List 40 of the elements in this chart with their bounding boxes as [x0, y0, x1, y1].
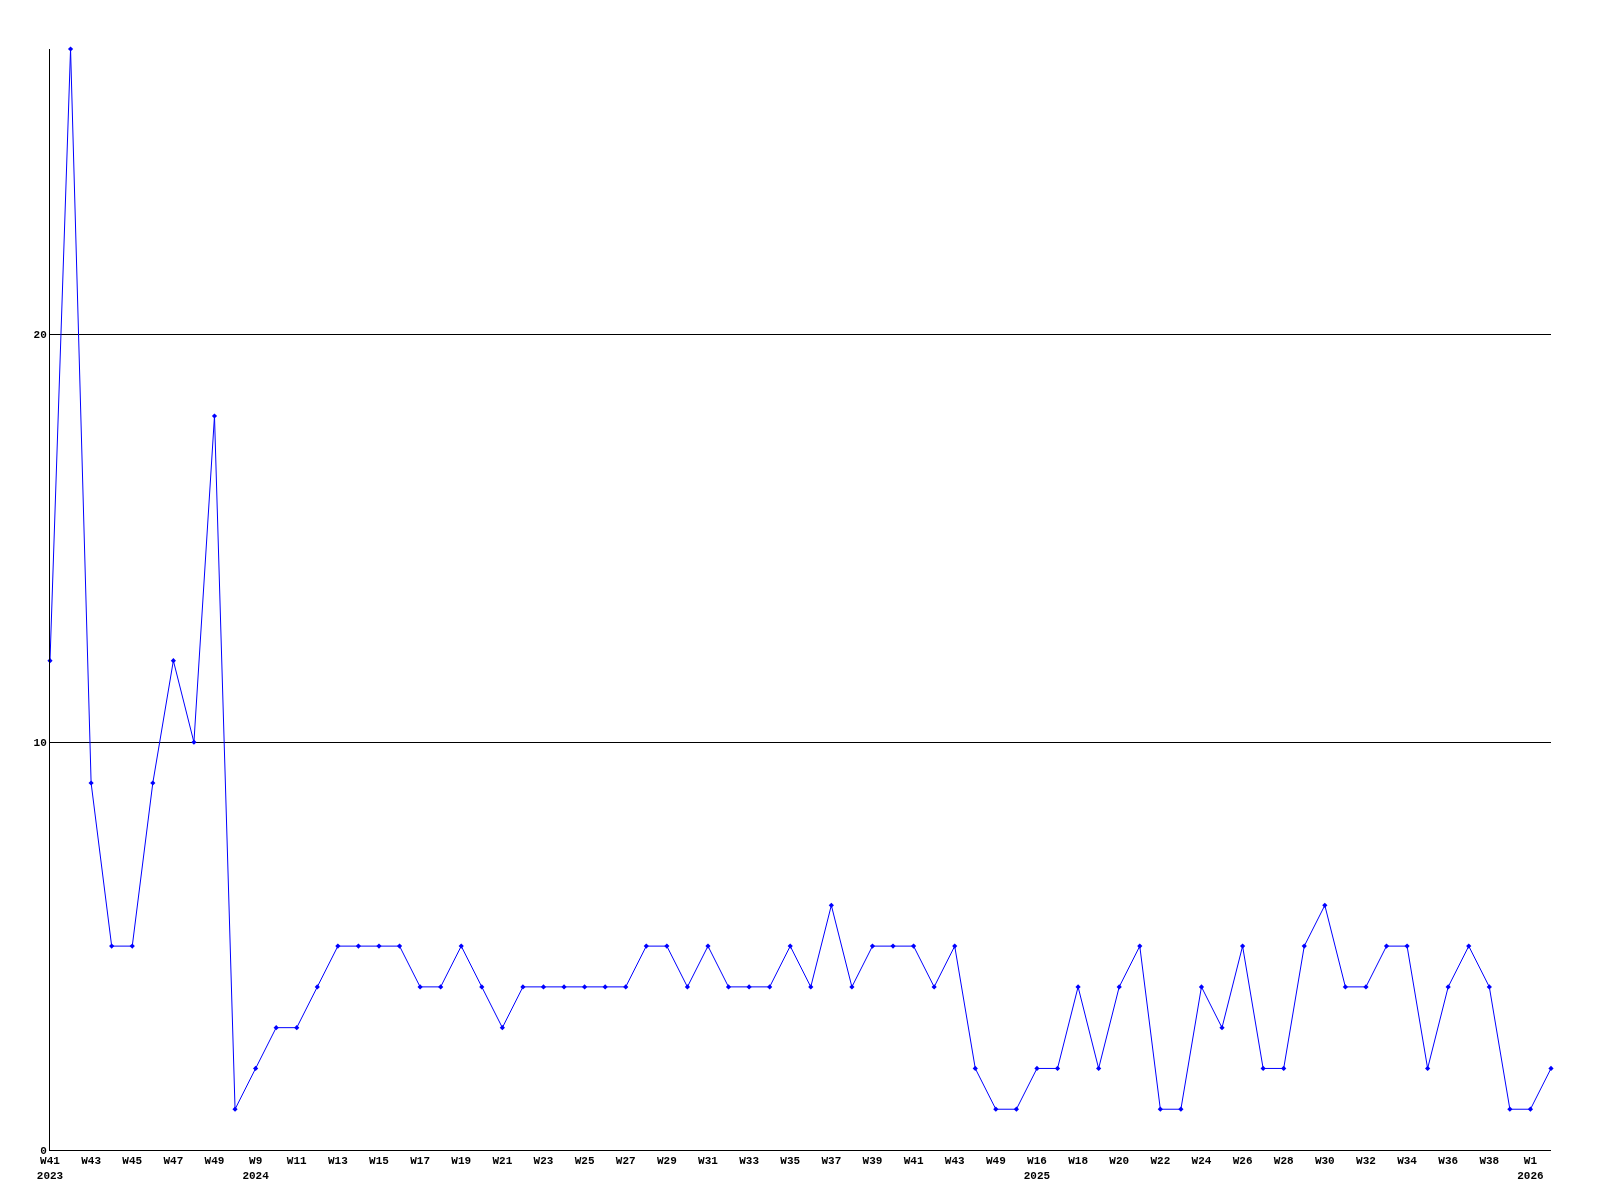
x-tick-label: W23 — [533, 1155, 554, 1168]
x-tick-label: W13 — [327, 1155, 349, 1168]
x-tick-label: W20 — [1109, 1155, 1130, 1168]
x-tick-label: W9 2024 — [242, 1155, 270, 1182]
x-tick-label: W45 — [122, 1155, 143, 1168]
x-tick-label: W27 — [615, 1155, 636, 1168]
x-tick-label: W15 — [369, 1155, 390, 1168]
x-tick-label: W33 — [739, 1155, 760, 1168]
x-tick-label: W41 — [903, 1155, 924, 1168]
x-tick-label: W19 — [451, 1155, 472, 1168]
x-tick-label: W43 — [944, 1155, 966, 1168]
x-tick-label: W21 — [492, 1155, 513, 1168]
x-tick-label: W49 — [204, 1155, 225, 1168]
y-tick-label: 10 — [33, 737, 47, 750]
x-tick-label: W38 — [1479, 1155, 1500, 1168]
x-tick-label: W49 — [985, 1155, 1006, 1168]
x-tick-label: W29 — [656, 1155, 677, 1168]
x-tick-label: W39 — [862, 1155, 883, 1168]
x-tick-label: W31 — [698, 1155, 719, 1168]
x-tick-label: W1 2026 — [1517, 1155, 1544, 1182]
x-tick-label: W16 2025 — [1023, 1155, 1051, 1182]
x-tick-label: W28 — [1273, 1155, 1294, 1168]
x-tick-label: W25 — [574, 1155, 595, 1168]
x-tick-label: W22 — [1150, 1155, 1171, 1168]
y-tick-label: 20 — [33, 329, 47, 342]
x-tick-label: W17 — [410, 1155, 431, 1168]
x-tick-label: W47 — [163, 1155, 184, 1168]
x-tick-label: W26 — [1232, 1155, 1253, 1168]
x-tick-label: W24 — [1191, 1155, 1212, 1168]
x-tick-label: W36 — [1438, 1155, 1459, 1168]
x-tick-label: W34 — [1397, 1155, 1418, 1168]
x-tick-label: W11 — [286, 1155, 308, 1168]
x-tick-label: W37 — [821, 1155, 842, 1168]
y-tick-label: 0 — [40, 1144, 47, 1157]
x-tick-label: W32 — [1356, 1155, 1376, 1168]
x-tick-label: W35 — [780, 1155, 801, 1168]
x-tick-label: W41 2023 — [36, 1155, 64, 1182]
x-tick-label: W43 — [81, 1155, 102, 1168]
x-tick-label: W30 — [1314, 1155, 1335, 1168]
x-tick-label: W18 — [1068, 1155, 1089, 1168]
